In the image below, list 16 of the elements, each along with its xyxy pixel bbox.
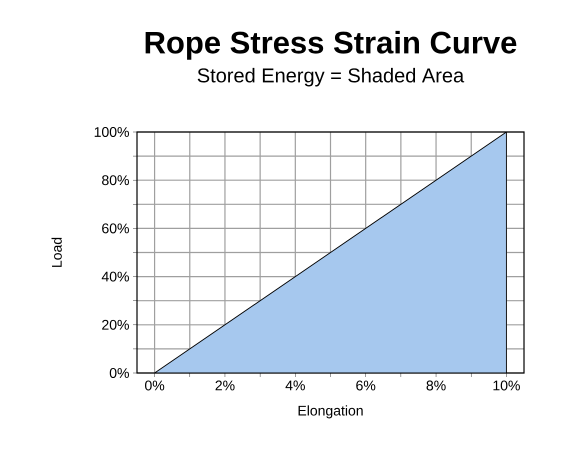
- x-tick-label: 4%: [286, 380, 305, 390]
- y-tick-label: 40%: [102, 272, 129, 282]
- chart-subtitle: Stored Energy = Shaded Area: [198, 68, 464, 86]
- x-tick-label: 10%: [493, 380, 520, 390]
- x-tick-label: 0%: [145, 380, 164, 390]
- y-tick-label: 20%: [102, 320, 129, 330]
- chart-title: Rope Stress Strain Curve: [146, 30, 516, 60]
- x-tick-label: 6%: [356, 380, 376, 390]
- y-tick-label: 0%: [110, 368, 129, 378]
- y-tick-label: 80%: [102, 175, 129, 186]
- y-tick-label: 100%: [94, 127, 129, 137]
- x-tick-label: 8%: [426, 380, 446, 390]
- y-tick-label: 60%: [102, 223, 129, 234]
- y-axis-title: Load: [52, 238, 62, 267]
- x-axis-title: Elongation: [298, 405, 363, 418]
- x-tick-label: 2%: [216, 380, 235, 390]
